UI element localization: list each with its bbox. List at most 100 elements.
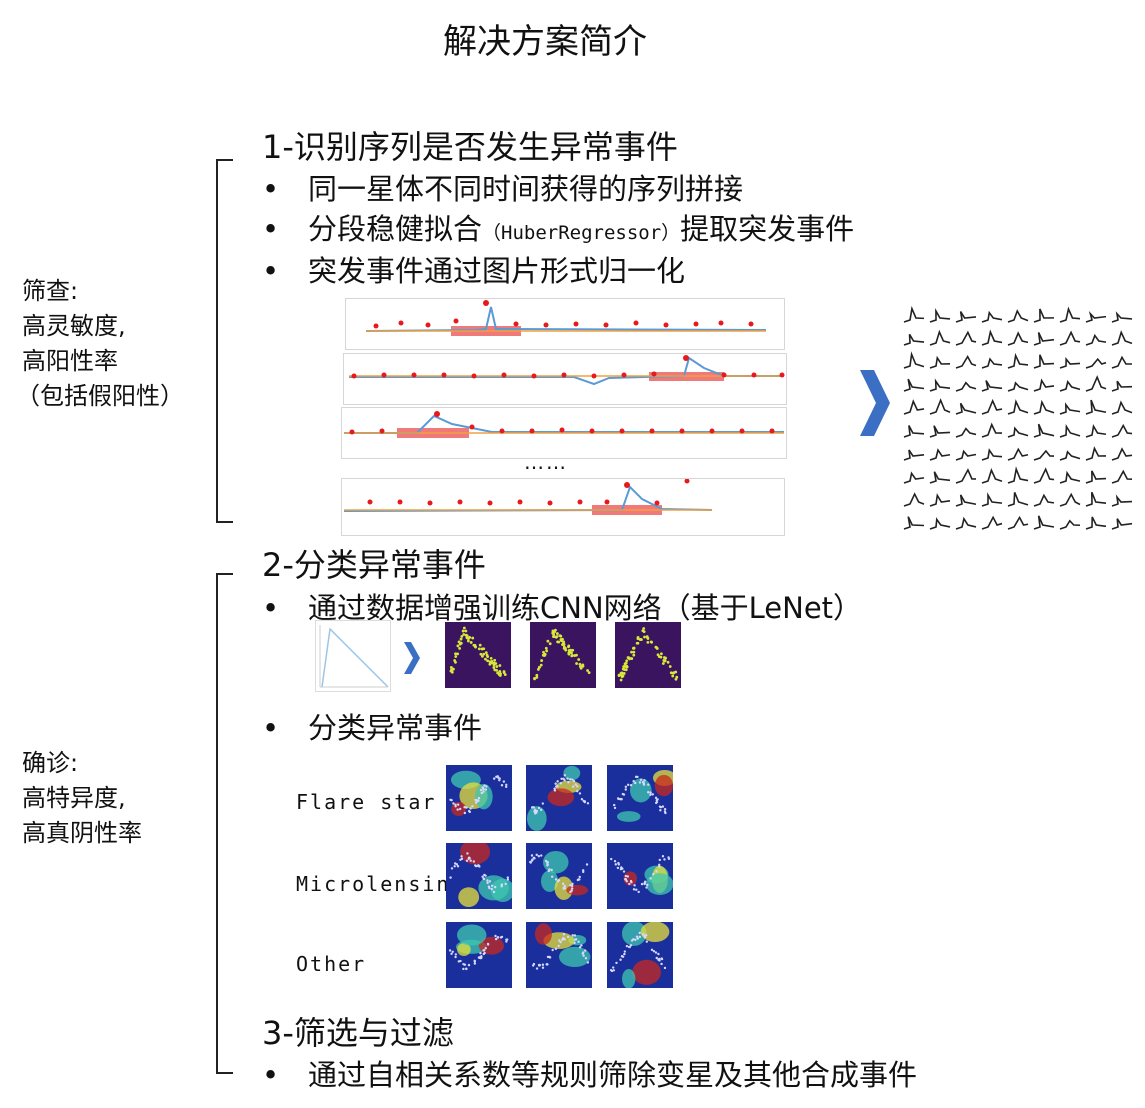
section1-bullet: • 突发事件通过图片形式归一化 <box>262 254 686 288</box>
sample-point <box>455 863 459 866</box>
sample-point <box>484 651 488 654</box>
sample-point <box>485 785 488 788</box>
heat-blob <box>543 850 569 874</box>
sample-point <box>629 944 633 947</box>
sample-point <box>626 656 630 659</box>
sample-point <box>635 935 639 938</box>
screening-label-line: 高灵敏度, <box>22 312 126 340</box>
event-thumbnail <box>955 402 977 415</box>
event-thumbnail <box>955 311 977 323</box>
sample-point <box>488 880 492 883</box>
event-thumbnail <box>903 425 925 438</box>
sample-point <box>462 962 465 966</box>
event-thumbnail <box>929 355 951 369</box>
sample-point <box>649 877 652 880</box>
sample-point <box>540 659 544 662</box>
sample-point <box>482 788 485 791</box>
sample-point <box>468 857 471 860</box>
sample-point <box>633 884 636 887</box>
sample-point <box>580 944 583 947</box>
event-thumbnail <box>903 305 925 323</box>
sample-point <box>456 865 460 868</box>
event-thumbnail <box>903 449 925 461</box>
sample-point <box>488 662 492 666</box>
sample-point <box>556 780 559 783</box>
sample-point <box>610 857 613 861</box>
sample-point <box>465 806 468 809</box>
heat-blob <box>526 806 547 831</box>
sample-point <box>451 950 454 953</box>
sample-point <box>546 639 550 643</box>
heat-blob <box>457 942 471 957</box>
sample-point <box>619 678 623 682</box>
event-thumbnail <box>1085 375 1107 392</box>
sample-point <box>622 870 626 873</box>
sample-point <box>473 962 477 965</box>
sample-point <box>532 962 536 966</box>
sample-point <box>457 640 461 644</box>
sample-point <box>622 672 626 675</box>
light-curve-panel <box>341 407 787 459</box>
light-curve-panel <box>343 353 787 405</box>
sample-point <box>571 884 574 888</box>
sample-point <box>668 665 672 668</box>
event-thumbnail <box>929 378 951 392</box>
sample-point <box>554 878 558 881</box>
heat-blob <box>457 924 487 946</box>
sample-point <box>554 782 557 785</box>
sample-point <box>467 637 470 640</box>
event-thumbnail <box>903 399 925 415</box>
sample-point <box>577 658 581 661</box>
event-thumbnail <box>1007 426 1029 438</box>
sample-point <box>486 879 489 882</box>
sample-point <box>570 651 573 655</box>
sample-point <box>561 882 565 885</box>
template-curve-plot <box>315 620 391 692</box>
sample-point <box>658 865 661 868</box>
sample-point <box>620 671 624 675</box>
sample-point <box>567 651 571 655</box>
sample-point <box>453 865 456 868</box>
section3-heading: 3-筛选与过滤 <box>262 1014 454 1052</box>
sample-point <box>571 785 575 788</box>
sample-point <box>641 933 645 936</box>
heat-blob <box>621 921 647 946</box>
sample-point <box>631 646 635 650</box>
sample-point <box>619 867 623 871</box>
sample-point <box>557 944 560 948</box>
event-thumbnail <box>1007 309 1029 323</box>
event-thumbnail <box>955 381 977 392</box>
sample-point <box>624 878 628 881</box>
sample-point <box>612 803 616 807</box>
sample-point <box>560 777 563 781</box>
event-thumbnail <box>981 310 1003 323</box>
ellipsis: …… <box>524 450 568 474</box>
event-thumbnail <box>1033 378 1055 392</box>
heat-blob <box>458 887 480 908</box>
section3-bullet: • 通过自相关系数等规则筛除变星及其他合成事件 <box>262 1058 918 1092</box>
sample-point <box>649 640 653 644</box>
sample-point <box>498 777 501 780</box>
sample-point <box>490 661 494 665</box>
event-thumbnail <box>981 329 1003 346</box>
sample-point <box>482 952 485 956</box>
page-title: 解决方案简介 <box>443 22 647 62</box>
sample-point <box>663 966 667 970</box>
sample-point <box>466 852 469 855</box>
event-thumbnail <box>955 449 977 461</box>
sample-point <box>479 956 482 960</box>
sample-point <box>505 938 509 941</box>
sample-point <box>660 962 663 966</box>
chevron-right-icon <box>404 642 420 674</box>
section1-bullet: • 分段稳健拟合（HuberRegressor）提取突发事件 <box>262 212 855 246</box>
event-thumbnail <box>1085 423 1107 438</box>
sample-point <box>632 650 636 654</box>
sample-point <box>454 652 457 656</box>
sample-point <box>625 665 628 669</box>
sample-point <box>554 947 558 951</box>
saliency-heatmap <box>526 922 592 988</box>
sample-point <box>569 778 572 781</box>
sample-point <box>498 670 502 673</box>
event-thumbnail <box>1007 399 1029 415</box>
sample-point <box>462 967 465 971</box>
